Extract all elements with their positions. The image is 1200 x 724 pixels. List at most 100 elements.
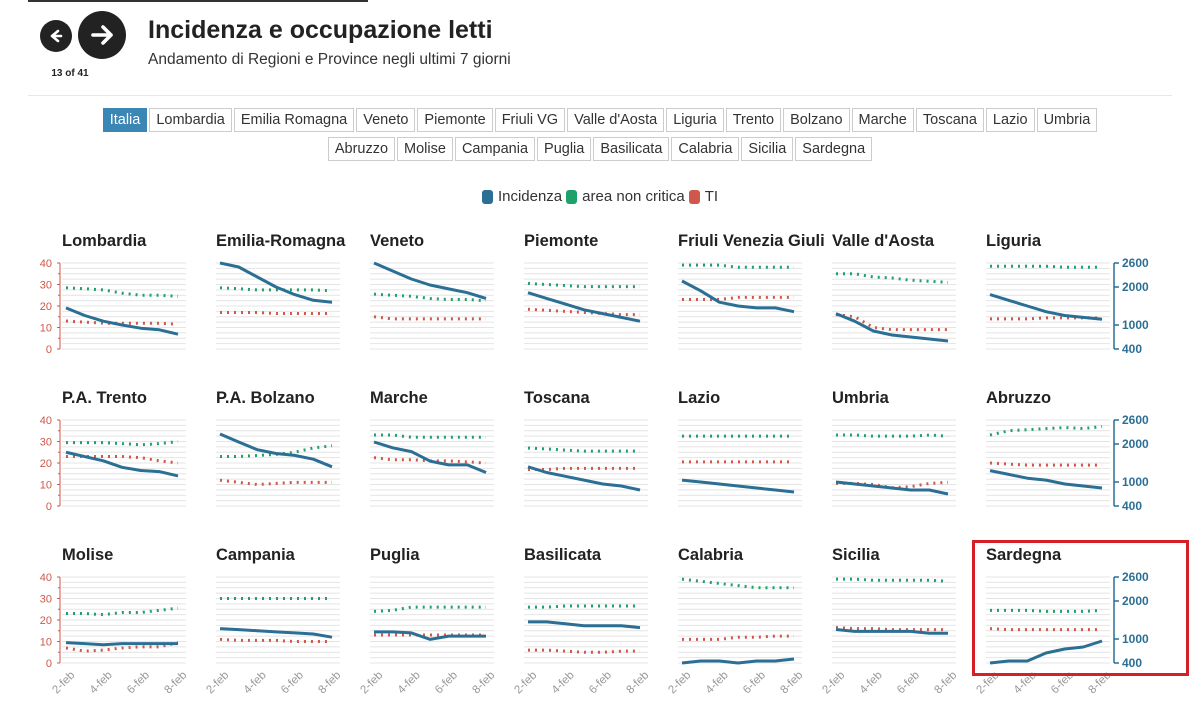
tab-valle-d-aosta[interactable]: Valle d'Aosta [567,108,665,132]
left-axis-tick-label: 40 [40,415,52,427]
x-tick-label: 6-feb [125,669,152,696]
right-axis-tick-label: 2000 [1122,280,1149,294]
panel-valle-d-aosta: Valle d'Aosta [832,232,956,350]
tab-molise[interactable]: Molise [397,137,453,161]
series-incidenza [374,630,486,641]
series-incidenza [373,440,487,474]
panel-calabria: Calabria 2-feb 4-feb 6-feb 8-feb [666,546,805,696]
tab-friuli-vg[interactable]: Friuli VG [494,108,566,132]
series-ti [835,626,948,632]
header-divider [28,95,1172,96]
tab-bolzano[interactable]: Bolzano [783,108,850,132]
left-axis-tick-label: 0 [46,344,52,356]
series-area-non-critica [527,446,640,453]
panel-title: P.A. Trento [62,389,147,407]
series-ti [219,637,332,643]
series-incidenza [681,657,795,665]
x-tick-label: 6-feb [741,669,768,696]
panel-title: Friuli Venezia Giulia [678,232,835,250]
panel-emilia-romagna: Emilia-Romagna [216,232,346,350]
tab-lombardia[interactable]: Lombardia [149,108,232,132]
tab-sardegna[interactable]: Sardegna [795,137,873,161]
next-button[interactable] [78,11,126,59]
series-area-non-critica [989,424,1103,437]
series-incidenza [527,465,641,492]
right-axis-tick-label: 2600 [1122,413,1149,427]
series-ti [682,295,794,302]
panel-friuli-venezia-giulia: Friuli Venezia Giulia [678,232,835,350]
tab-piemonte[interactable]: Piemonte [417,108,493,132]
series-ti [66,455,179,465]
legend-label: area non critica [582,188,685,205]
x-tick-label: 6-feb [895,669,922,696]
tab-italia[interactable]: Italia [102,108,148,132]
left-axis-tick-label: 0 [46,658,52,670]
series-area-non-critica [219,286,333,293]
tab-veneto[interactable]: Veneto [356,108,416,132]
right-axis-tick-label: 2000 [1122,437,1149,451]
series-ti [373,315,486,321]
panel-piemonte: Piemonte [524,232,648,350]
x-tick-label: 4-feb [704,669,731,696]
legend-swatch [566,189,578,204]
panel-title: Calabria [678,546,744,564]
tab-sicilia[interactable]: Sicilia [741,137,794,161]
x-tick-label: 6-feb [279,669,306,696]
panel-title: Campania [216,546,296,564]
tab-lazio[interactable]: Lazio [985,108,1035,132]
x-tick-label: 2-feb [358,669,385,696]
x-tick-label: 8-feb [624,669,651,696]
tab-liguria[interactable]: Liguria [666,108,724,132]
series-incidenza [65,306,179,336]
panel-title: Veneto [370,232,424,250]
tab-puglia[interactable]: Puglia [537,137,592,161]
panel-basilicata: Basilicata 2-feb 4-feb 6-feb 8-feb [512,546,651,696]
series-ti [682,634,794,641]
panel-title: Basilicata [524,546,602,564]
tab-emilia-romagna[interactable]: Emilia Romagna [233,108,355,132]
x-tick-label: 8-feb [162,669,189,696]
panel-umbria: Umbria [832,389,956,507]
series-incidenza [527,291,641,323]
tab-abruzzo[interactable]: Abruzzo [327,137,396,161]
series-incidenza [65,641,178,647]
previous-button[interactable] [40,20,72,52]
panel-puglia: Puglia 2-feb 4-feb 6-feb 8-feb [358,546,497,696]
tab-calabria[interactable]: Calabria [671,137,740,161]
legend-swatch [688,189,700,204]
right-axis-tick-label: 400 [1122,656,1142,670]
region-tabs-row-2: Abruzzo Molise Campania Puglia Basilicata Cal… [0,137,1200,161]
panel-title: Valle d'Aosta [832,232,935,250]
tab-marche[interactable]: Marche [851,108,914,132]
tab-campania[interactable]: Campania [454,137,536,161]
right-axis-tick-label: 2000 [1122,594,1149,608]
tab-toscana[interactable]: Toscana [915,108,984,132]
panel-title: Toscana [524,389,591,407]
series-incidenza [835,480,949,496]
panel-title: Umbria [832,389,890,407]
tab-umbria[interactable]: Umbria [1036,108,1098,132]
legend-item-ti: TI [688,188,718,205]
tab-trento[interactable]: Trento [725,108,782,132]
x-tick-label: 2-feb [512,669,539,696]
series-area-non-critica [682,263,794,269]
left-axis-tick-label: 30 [40,594,52,606]
legend-label: Incidenza [497,188,563,205]
left-axis-tick-label: 40 [40,258,52,270]
legend-item-area-non-critica: area non critica [566,188,685,205]
tab-basilicata[interactable]: Basilicata [593,137,670,161]
panel-title: P.A. Bolzano [216,389,315,407]
x-tick-label: 4-feb [858,669,885,696]
panel-veneto: Veneto [370,232,494,350]
x-tick-label: 6-feb [587,669,614,696]
series-incidenza [681,279,795,314]
left-axis-tick-label: 30 [40,437,52,449]
series-area-non-critica [528,604,640,609]
x-tick-label: 4-feb [242,669,269,696]
panel-title: Marche [370,389,428,407]
right-axis-tick-label: 1000 [1122,475,1149,489]
panel-title: Sicilia [832,546,881,564]
series-area-non-critica [836,272,949,284]
left-axis-tick-label: 10 [40,480,52,492]
